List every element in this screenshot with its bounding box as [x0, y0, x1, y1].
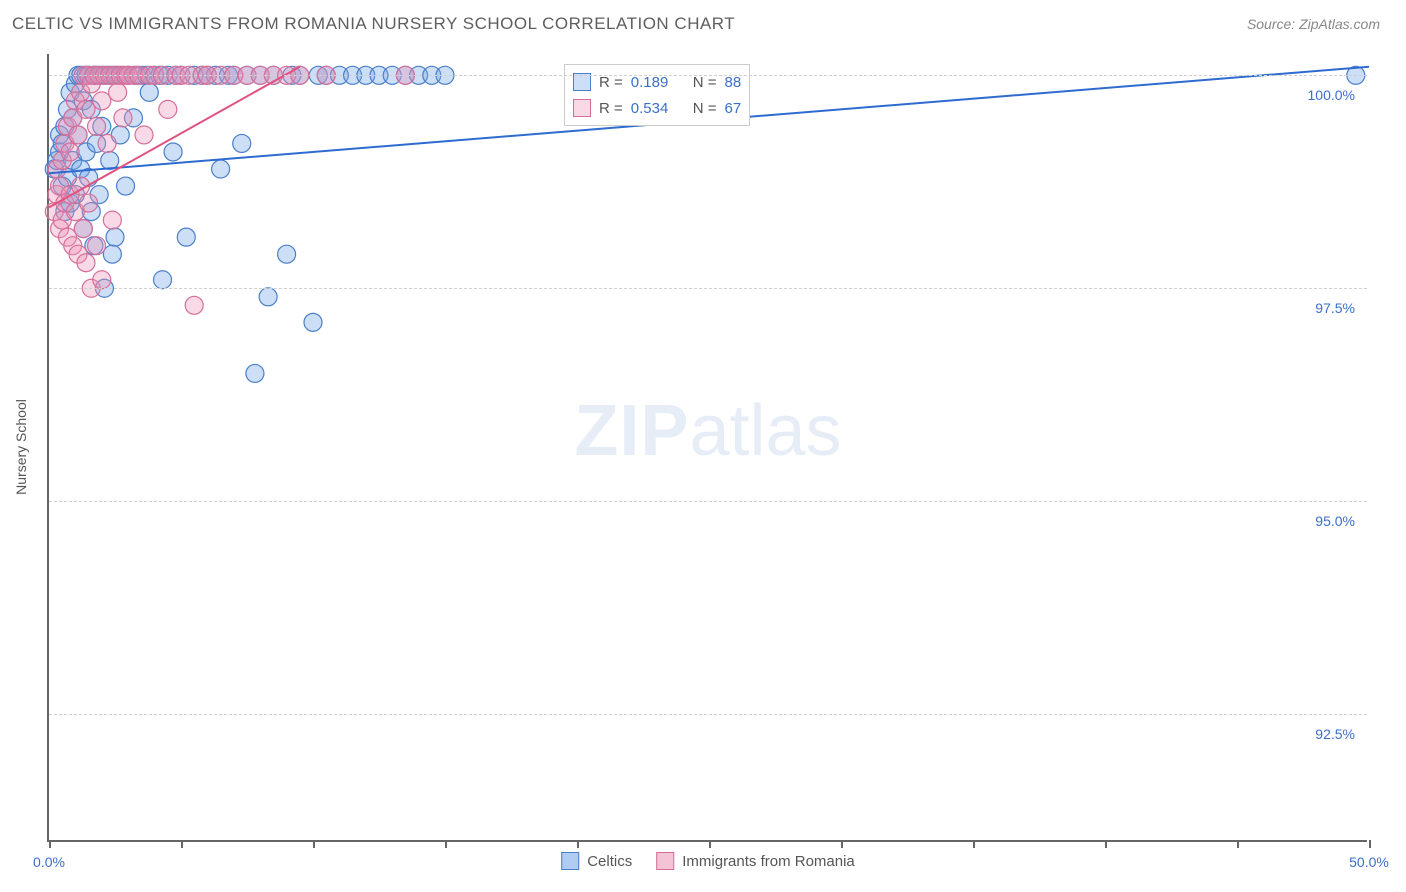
gridline — [49, 714, 1367, 715]
data-point — [98, 134, 116, 152]
y-tick-label: 97.5% — [1315, 300, 1355, 316]
data-point — [77, 100, 95, 118]
data-point — [246, 364, 264, 382]
data-point — [114, 109, 132, 127]
legend: Celtics Immigrants from Romania — [561, 852, 855, 870]
data-point — [80, 194, 98, 212]
data-point — [61, 143, 79, 161]
x-tick — [973, 840, 975, 848]
r-value: 0.534 — [631, 100, 685, 117]
x-tick — [841, 840, 843, 848]
y-tick-label: 95.0% — [1315, 513, 1355, 529]
stats-row: R = 0.534 N = 67 — [573, 95, 741, 121]
x-tick — [49, 840, 51, 848]
data-point — [135, 126, 153, 144]
gridline — [49, 501, 1367, 502]
gridline — [49, 75, 1367, 76]
data-point — [233, 134, 251, 152]
data-point — [164, 143, 182, 161]
data-point — [93, 92, 111, 110]
data-point — [103, 211, 121, 229]
stats-row: R =0.189N =88 — [573, 69, 741, 95]
series-swatch — [573, 99, 591, 117]
legend-item: Celtics — [561, 852, 632, 870]
source-label: Source: ZipAtlas.com — [1247, 16, 1380, 32]
data-point — [103, 245, 121, 263]
data-point — [88, 117, 106, 135]
x-tick-label: 50.0% — [1349, 854, 1389, 870]
data-point — [140, 83, 158, 101]
data-point — [93, 271, 111, 289]
x-tick — [313, 840, 315, 848]
legend-label: Celtics — [587, 853, 632, 870]
y-axis-title: Nursery School — [13, 399, 29, 495]
legend-swatch — [656, 852, 674, 870]
legend-item: Immigrants from Romania — [656, 852, 855, 870]
x-tick — [1237, 840, 1239, 848]
data-point — [77, 254, 95, 272]
y-tick-label: 100.0% — [1308, 87, 1355, 103]
data-point — [185, 296, 203, 314]
r-label: R = — [599, 100, 623, 117]
x-tick — [1105, 840, 1107, 848]
gridline — [49, 288, 1367, 289]
data-point — [101, 151, 119, 169]
legend-swatch — [561, 852, 579, 870]
data-point — [159, 100, 177, 118]
x-tick — [577, 840, 579, 848]
chart-svg — [49, 54, 1367, 840]
data-point — [109, 83, 127, 101]
data-point — [154, 271, 172, 289]
data-point — [106, 228, 124, 246]
legend-label: Immigrants from Romania — [682, 853, 855, 870]
data-point — [259, 288, 277, 306]
y-tick-label: 92.5% — [1315, 726, 1355, 742]
x-tick — [445, 840, 447, 848]
x-tick-label: 0.0% — [33, 854, 65, 870]
correlation-stats-box: R =0.189N =88 R = 0.534 N = 67 — [564, 64, 750, 126]
scatter-plot: ZIPatlas Nursery School R =0.189N =88R =… — [47, 54, 1367, 842]
data-point — [212, 160, 230, 178]
n-label: N = — [693, 100, 717, 117]
data-point — [117, 177, 135, 195]
data-point — [278, 245, 296, 263]
data-point — [74, 220, 92, 238]
data-point — [304, 313, 322, 331]
data-point — [177, 228, 195, 246]
n-value: 67 — [725, 100, 742, 117]
x-tick — [709, 840, 711, 848]
data-point — [69, 126, 87, 144]
chart-title: CELTIC VS IMMIGRANTS FROM ROMANIA NURSER… — [12, 14, 735, 34]
x-tick — [1369, 840, 1371, 848]
data-point — [88, 237, 106, 255]
x-tick — [181, 840, 183, 848]
